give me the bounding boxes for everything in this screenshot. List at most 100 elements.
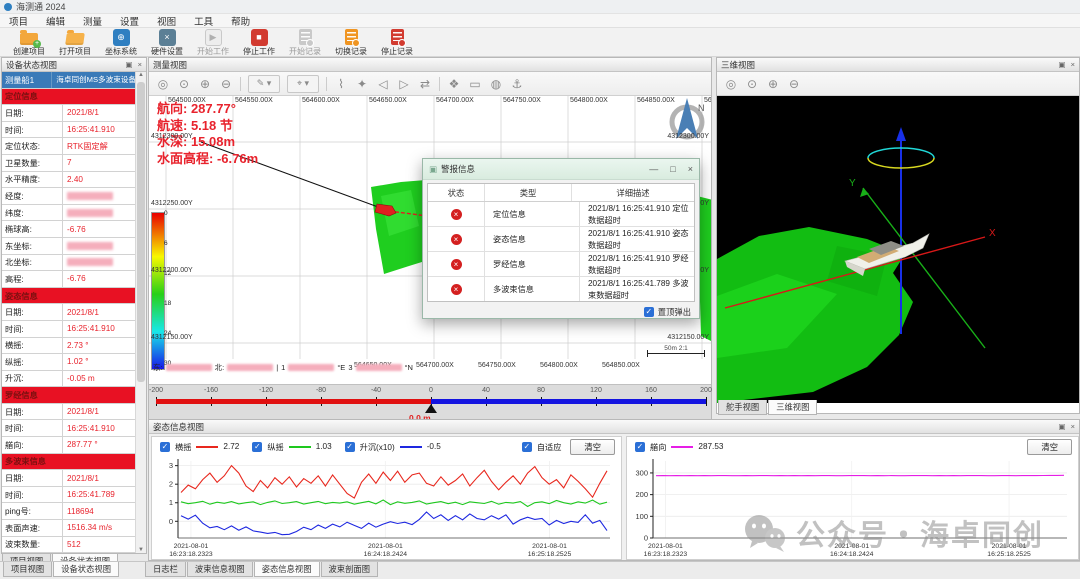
toolbar-button-停止记录[interactable]: 停止记录	[374, 29, 420, 57]
tab-舵手视图[interactable]: 舵手视图	[718, 400, 768, 415]
lat-prefix: 3	[348, 363, 353, 372]
toolbar-separator	[439, 76, 440, 91]
bottom-tab-波束信息视图[interactable]: 波束信息视图	[186, 562, 253, 577]
menu-item-设置[interactable]: 设置	[120, 16, 140, 28]
float-panel-icon[interactable]: ▣	[1058, 421, 1066, 431]
series-checkbox-艏向[interactable]: ✓	[635, 441, 645, 452]
series-label: 艏向	[650, 442, 667, 452]
zoom-in-icon[interactable]: ⊕	[767, 76, 779, 91]
status-row: 东坐标:	[2, 237, 136, 255]
toolbar-button-开始记录[interactable]: 开始记录	[282, 29, 328, 57]
bottom-tab-日志栏[interactable]: 日志栏	[145, 562, 186, 577]
alarm-dialog[interactable]: ▣ 警报信息 — □ × 状态 类型 详细描述 × 定位信息 2021/8/1 16…	[422, 158, 700, 319]
brush-icon[interactable]: ❖	[448, 76, 460, 91]
close-panel-icon[interactable]: ×	[1070, 421, 1075, 431]
series-checkbox-纵摇[interactable]: ✓	[252, 441, 263, 452]
maximize-button[interactable]: □	[670, 163, 676, 174]
alarm-type-cell: 定位信息	[485, 202, 580, 226]
prev-line-icon[interactable]: ◁	[378, 76, 388, 91]
clear-button[interactable]: 清空	[570, 438, 615, 455]
vertical-scrollbar[interactable]: ▲ ▼	[135, 72, 146, 553]
redacted-north-value	[227, 364, 274, 371]
view-extent-icon[interactable]: ◎	[157, 76, 169, 91]
locate-vessel-icon[interactable]: ⊙	[178, 76, 190, 91]
grid-label-x-top: 564650.00X	[369, 97, 407, 104]
ruler-tick-label: 200	[700, 387, 712, 394]
toolbar-button-切换记录[interactable]: 切换记录	[328, 29, 374, 57]
float-panel-icon[interactable]: ▣	[1058, 59, 1066, 69]
bottom-tab-姿态信息视图[interactable]: 姿态信息视图	[253, 562, 320, 577]
close-panel-icon[interactable]: ×	[1070, 59, 1075, 69]
attitude-info-panel: 姿态信息视图 ▣ × ✓ 横摇 2.72 ✓ 纵摇 1.03 ✓ 升沉(x10) -0.5 ✓ 自适应…	[148, 419, 1080, 561]
toolbar-button-开始工作[interactable]: ▶ 开始工作	[190, 28, 236, 57]
ship-icon[interactable]: ⚓	[511, 76, 523, 91]
series-current-value: -0.5	[426, 442, 441, 451]
eraser-icon[interactable]: ▭	[469, 76, 481, 91]
stay-on-top-checkbox[interactable]: ✓	[643, 307, 654, 317]
device-status-panel-header: 设备状态视图 ▣ ×	[2, 58, 146, 72]
series-label: 横摇	[175, 442, 192, 452]
toolbar-new-project-icon	[20, 29, 41, 48]
series-checkbox-横摇[interactable]: ✓	[160, 441, 170, 452]
scrollbar-thumb[interactable]	[137, 82, 145, 382]
clear-button[interactable]: 清空	[1027, 438, 1072, 455]
bottom-tab-项目视图[interactable]: 项目视图	[3, 562, 53, 577]
redacted-value	[67, 208, 113, 217]
row-label: 纵摇:	[5, 357, 24, 367]
locate-vessel-icon[interactable]: ⊙	[746, 76, 758, 91]
globe-icon[interactable]: ◍	[490, 76, 502, 91]
bottom-tab-波束剖面图[interactable]: 波束剖面图	[320, 562, 378, 577]
zoom-in-icon[interactable]: ⊕	[199, 76, 211, 91]
next-line-icon[interactable]: ▷	[399, 76, 409, 91]
menu-item-工具[interactable]: 工具	[194, 16, 214, 28]
svg-text:16:25:18.2525: 16:25:18.2525	[987, 551, 1031, 558]
row-value: 287.77 °	[62, 437, 136, 453]
survey-line-dropdown[interactable]: ✎ ▾	[248, 74, 280, 93]
zoom-out-icon[interactable]: ⊖	[788, 76, 800, 91]
heading-line-dropdown[interactable]: ⌖ ▾	[287, 74, 319, 93]
menu-item-视图[interactable]: 视图	[157, 16, 177, 28]
minimize-button[interactable]: —	[649, 163, 659, 174]
menu-item-项目[interactable]: 项目	[9, 16, 29, 28]
status-row: 日期: 2021/8/1	[2, 304, 136, 321]
row-label: 艏向:	[5, 440, 24, 450]
view3d-canvas[interactable]: Y X	[717, 96, 1079, 403]
series-checkbox-升沉(x10)[interactable]: ✓	[344, 441, 355, 452]
status-row: 高程: -6.76	[2, 271, 136, 288]
route-icon[interactable]: ⌇	[338, 76, 344, 91]
view-extent-icon[interactable]: ◎	[725, 76, 737, 91]
close-panel-icon[interactable]: ×	[137, 59, 142, 69]
float-panel-icon[interactable]: ▣	[125, 59, 133, 69]
alarm-dialog-titlebar[interactable]: ▣ 警报信息 — □ ×	[423, 159, 699, 180]
ruler-tick-label: -160	[203, 387, 218, 394]
close-button[interactable]: ×	[687, 163, 693, 174]
status-row: 日期: 2021/8/1	[2, 105, 136, 122]
start-work-icon: ▶	[204, 28, 222, 46]
zoom-out-icon[interactable]: ⊖	[220, 76, 232, 91]
row-label: 纬度:	[5, 208, 24, 218]
column-type: 类型	[485, 184, 572, 201]
adaptive-checkbox[interactable]: ✓	[521, 441, 532, 452]
toolbar-label: 打开项目	[59, 47, 91, 56]
swap-line-icon[interactable]: ⇄	[419, 76, 431, 91]
pick-icon[interactable]: ✦	[356, 76, 368, 91]
toolbar-button-坐标系统[interactable]: ⊕ 坐标系统	[98, 28, 144, 57]
toolbar-button-打开项目[interactable]: 打开项目	[52, 29, 98, 57]
toolbar-button-硬件设置[interactable]: × 硬件设置	[144, 28, 190, 57]
menu-item-编辑[interactable]: 编辑	[46, 16, 66, 28]
tab-三维视图[interactable]: 三维视图	[768, 400, 818, 415]
status-row: 北坐标:	[2, 254, 136, 272]
redacted-east-value	[165, 364, 212, 371]
rotation-ring-yellow	[867, 157, 935, 169]
row-value	[62, 237, 136, 254]
menu-item-测量[interactable]: 测量	[83, 16, 103, 28]
bottom-tab-设备状态视图[interactable]: 设备状态视图	[53, 562, 119, 577]
menu-item-帮助[interactable]: 帮助	[231, 16, 251, 28]
toolbar-open-project-icon	[65, 29, 85, 45]
toolbar-button-停止工作[interactable]: ■ 停止工作	[236, 28, 282, 57]
toolbar-button-创建项目[interactable]: 创建项目	[6, 29, 52, 57]
row-label: 表面声速:	[5, 523, 41, 533]
row-label: 东坐标:	[5, 241, 32, 251]
row-value: 2021/8/1	[62, 403, 136, 420]
